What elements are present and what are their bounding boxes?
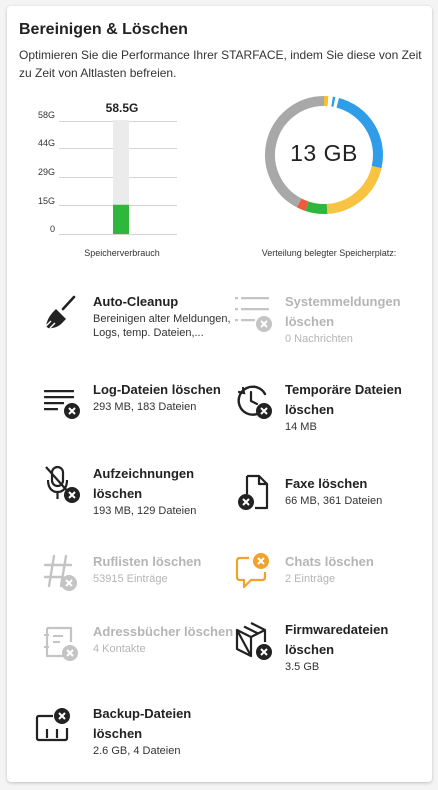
call-lists-delete-icon	[43, 552, 83, 592]
action-name: Adressbücher löschen	[93, 624, 234, 639]
action-name: Systemmeldungen löschen	[285, 294, 401, 329]
storage-donut-chart: 13 GB Verteilung belegter Speicherplatz:	[243, 90, 423, 270]
action-detail: 14 MB	[285, 421, 317, 433]
action-detail: 2 Einträge	[285, 573, 336, 585]
firmware-files-delete-icon	[235, 620, 275, 660]
donut-slice-3	[333, 97, 340, 108]
donut-caption: Verteilung belegter Speicherplatz:	[261, 248, 397, 258]
action-name: Ruflisten löschen	[93, 554, 202, 569]
address-books-delete-icon	[43, 622, 83, 662]
y-tick-4: 58G	[37, 110, 55, 120]
donut-slice-5	[326, 165, 382, 214]
bar-value-label: 58.5G	[105, 101, 139, 115]
bar-used	[113, 204, 129, 234]
system-messages-delete-icon	[235, 292, 275, 332]
fax-delete-icon	[235, 474, 275, 514]
panel-description: Optimieren Sie die Performance Ihrer STA…	[19, 48, 422, 80]
action-name: Backup-Dateien löschen	[93, 706, 192, 741]
donut-slice-4	[336, 97, 383, 169]
donut-slice-7	[296, 198, 309, 211]
donut-center-label: 13 GB	[290, 140, 358, 166]
y-tick-3: 44G	[37, 138, 55, 148]
action-name: Chats löschen	[285, 554, 374, 569]
y-tick-1: 15G	[37, 196, 55, 206]
action-detail: 0 Nachrichten	[285, 333, 353, 345]
storage-bar-chart: 58.5G 0 15G 29G 44G 58G Speicherverbrauc…	[19, 100, 219, 270]
action-name: Faxe löschen	[285, 476, 368, 491]
temp-files-delete-icon	[235, 380, 275, 420]
log-files-delete-icon	[43, 380, 83, 420]
action-detail: 3.5 GB	[285, 661, 320, 673]
broom-icon	[43, 292, 83, 332]
y-tick-2: 29G	[37, 167, 55, 177]
donut-slice-8	[265, 96, 325, 208]
storage-bar-svg	[59, 120, 177, 235]
action-name: Log-Dateien löschen	[93, 382, 221, 397]
action-name: Aufzeichnungen löschen	[93, 466, 195, 501]
storage-donut-svg	[265, 95, 383, 214]
action-detail: 2.6 GB, 4 Dateien	[93, 745, 181, 757]
donut-slice-6	[305, 201, 328, 214]
recordings-delete-icon	[43, 464, 83, 504]
action-name: Temporäre Dateien löschen	[285, 382, 402, 417]
cleanup-panel: Bereinigen & Löschen Optimieren Sie die …	[7, 6, 432, 782]
action-detail: 66 MB, 361 Dateien	[285, 495, 383, 507]
action-detail: 193 MB, 129 Dateien	[93, 505, 197, 517]
action-detail: 53915 Einträge	[93, 573, 168, 585]
action-name: Auto-Cleanup	[93, 294, 179, 309]
chats-delete-icon	[235, 552, 275, 592]
y-tick-0: 0	[49, 224, 55, 234]
action-detail: Bereinigen alter Meldungen, Logs, temp. …	[93, 313, 231, 339]
bar-chart-caption: Speicherverbrauch	[84, 248, 160, 258]
action-name: Firmwaredateien löschen	[285, 622, 389, 657]
panel-title: Bereinigen & Löschen	[19, 21, 188, 38]
backup-files-delete-icon	[35, 704, 75, 744]
action-detail: 293 MB, 183 Dateien	[93, 401, 197, 413]
action-detail: 4 Kontakte	[93, 643, 146, 655]
